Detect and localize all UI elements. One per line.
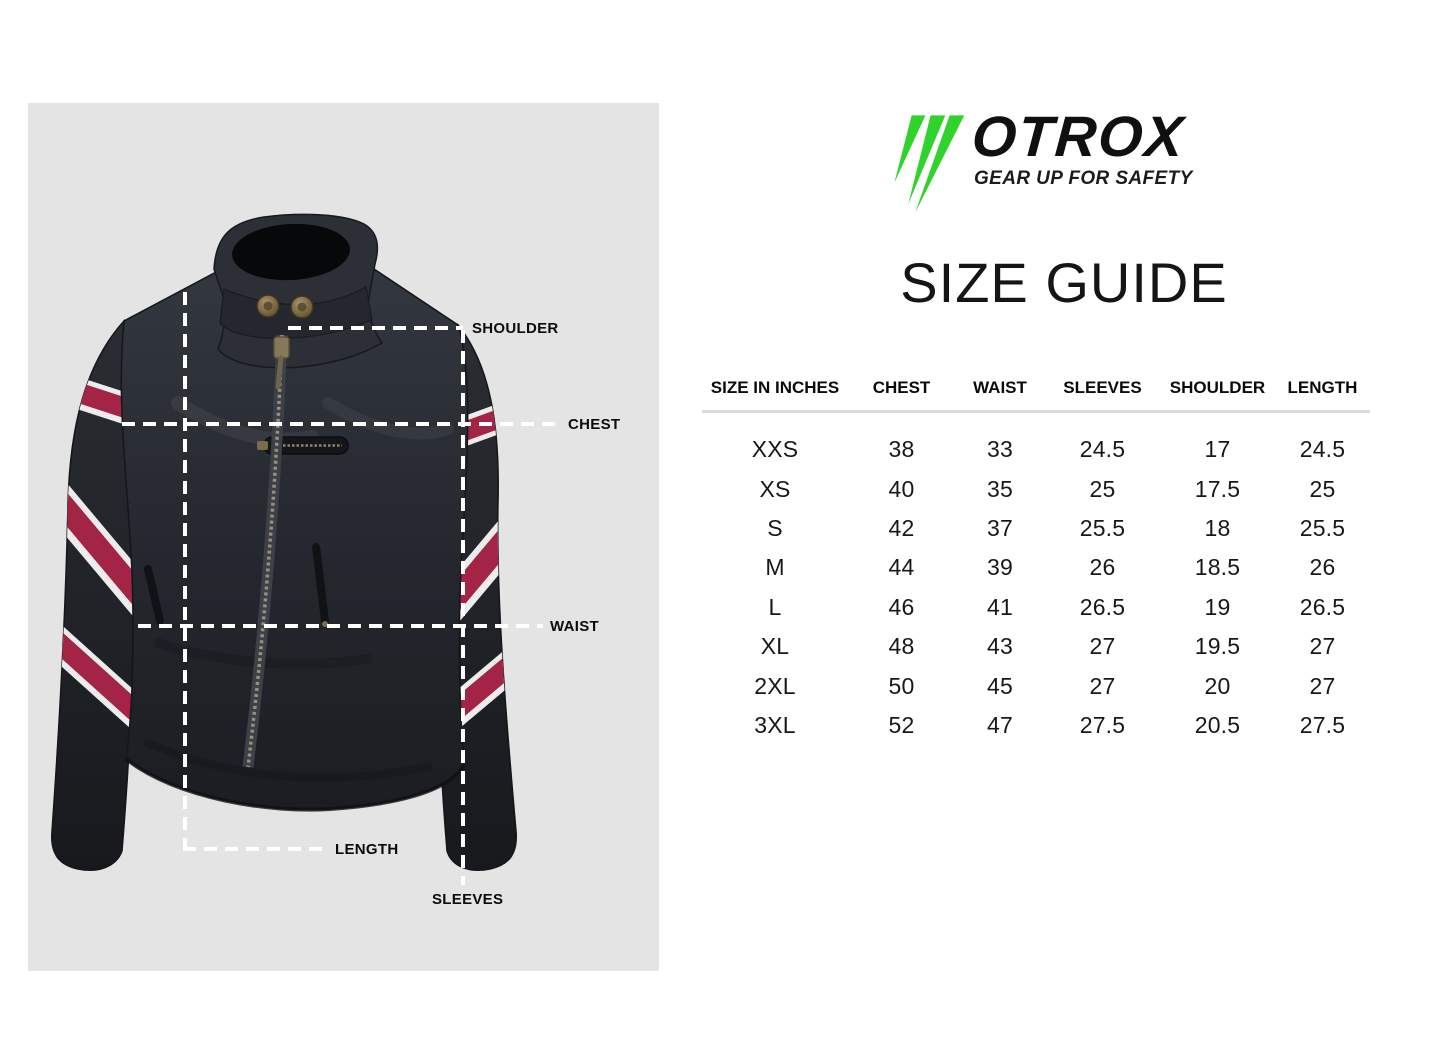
shoulder-cell: 18.5 <box>1194 554 1241 581</box>
brand-name: OTROX <box>969 105 1187 169</box>
waist-measure-line <box>138 624 543 628</box>
sleeves-cell: 27.5 <box>1079 711 1126 738</box>
brand-tagline: GEAR UP FOR SAFETY <box>974 168 1193 189</box>
size-cell: M <box>765 554 785 581</box>
size-table-header: SIZE IN INCHES CHEST WAIST SLEEVES SHOUL… <box>702 366 1370 410</box>
length-cell: 25 <box>1309 475 1336 502</box>
size-table: SIZE IN INCHES CHEST WAIST SLEEVES SHOUL… <box>702 366 1370 745</box>
shoulder-cell: 18 <box>1204 514 1231 541</box>
size-cell: L <box>768 593 782 620</box>
waist-cell: 41 <box>987 593 1013 620</box>
length-measure-line-horizontal <box>183 847 330 851</box>
header-length: LENGTH <box>1287 378 1358 397</box>
chest-cell: 42 <box>888 514 915 541</box>
size-row-l: L 46 41 26.5 19 26.5 <box>702 588 1370 627</box>
size-row-xl: XL 48 43 27 19.5 27 <box>702 627 1370 666</box>
waist-cell: 37 <box>987 514 1013 541</box>
size-row-xs: XS 40 35 25 17.5 25 <box>702 469 1370 508</box>
chest-cell: 46 <box>888 593 915 620</box>
shoulder-label: SHOULDER <box>472 320 559 337</box>
shoulder-cell: 19.5 <box>1194 633 1241 660</box>
waist-cell: 33 <box>987 436 1013 463</box>
size-cell: XL <box>760 633 790 660</box>
length-cell: 27 <box>1309 672 1336 699</box>
shoulder-cell: 19 <box>1204 593 1231 620</box>
waist-cell: 47 <box>987 711 1013 738</box>
sleeves-label: SLEEVES <box>432 891 504 908</box>
chest-cell: 52 <box>888 711 915 738</box>
sleeves-cell: 24.5 <box>1079 436 1126 463</box>
size-cell: S <box>767 514 783 541</box>
shoulder-measure-line <box>288 326 463 330</box>
length-cell: 25.5 <box>1299 514 1346 541</box>
size-row-s: S 42 37 25.5 18 25.5 <box>702 509 1370 548</box>
header-shoulder: SHOULDER <box>1169 378 1266 397</box>
size-cell: XXS <box>751 436 799 463</box>
shoulder-cell: 20 <box>1204 672 1231 699</box>
length-cell: 26 <box>1309 554 1336 581</box>
length-measure-line-vertical <box>183 292 187 849</box>
chest-label: CHEST <box>568 416 621 433</box>
header-waist: WAIST <box>973 378 1027 397</box>
waist-cell: 45 <box>987 672 1013 699</box>
size-cell: 2XL <box>754 672 796 699</box>
length-label: LENGTH <box>335 841 399 858</box>
sleeves-cell: 27 <box>1089 672 1116 699</box>
size-row-3xl: 3XL 52 47 27.5 20.5 27.5 <box>702 706 1370 745</box>
chest-cell: 40 <box>888 475 915 502</box>
sleeves-cell: 26 <box>1089 554 1116 581</box>
waist-cell: 35 <box>987 475 1013 502</box>
size-table-body: XXS 38 33 24.5 17 24.5 XS 40 35 25 17.5 … <box>702 413 1370 745</box>
length-cell: 27.5 <box>1299 711 1346 738</box>
size-row-m: M 44 39 26 18.5 26 <box>702 548 1370 587</box>
size-cell: XS <box>759 475 791 502</box>
chest-cell: 48 <box>888 633 915 660</box>
waist-cell: 43 <box>987 633 1013 660</box>
length-cell: 24.5 <box>1299 436 1346 463</box>
header-sleeves: SLEEVES <box>1063 378 1142 397</box>
sleeves-cell: 25 <box>1089 475 1116 502</box>
chest-cell: 44 <box>888 554 915 581</box>
chest-cell: 50 <box>888 672 915 699</box>
page-title: SIZE GUIDE <box>900 251 1228 314</box>
chest-cell: 38 <box>888 436 915 463</box>
sleeves-cell: 25.5 <box>1079 514 1126 541</box>
size-row-xxs: XXS 38 33 24.5 17 24.5 <box>702 430 1370 469</box>
shoulder-cell: 17.5 <box>1194 475 1241 502</box>
waist-cell: 39 <box>987 554 1013 581</box>
brand-text: OTROX GEAR UP FOR SAFETY <box>970 105 1193 190</box>
sleeves-cell: 27 <box>1089 633 1116 660</box>
jacket-photo-panel: SHOULDER CHEST WAIST LENGTH SLEEVES <box>28 103 659 971</box>
size-row-2xl: 2XL 50 45 27 20 27 <box>702 666 1370 705</box>
header-size-in-inches: SIZE IN INCHES <box>710 378 840 397</box>
brand-logo: OTROX GEAR UP FOR SAFETY <box>884 103 1193 221</box>
shoulder-cell: 20.5 <box>1194 711 1241 738</box>
triple-slash-icon <box>894 115 965 213</box>
size-cell: 3XL <box>754 711 796 738</box>
sleeves-measure-line <box>461 330 465 885</box>
length-cell: 26.5 <box>1299 593 1346 620</box>
header-chest: CHEST <box>872 378 931 397</box>
chest-measure-line <box>122 422 560 426</box>
sleeves-cell: 26.5 <box>1079 593 1126 620</box>
waist-label: WAIST <box>550 618 599 635</box>
length-cell: 27 <box>1309 633 1336 660</box>
table-divider <box>702 410 1370 413</box>
shoulder-cell: 17 <box>1204 436 1231 463</box>
